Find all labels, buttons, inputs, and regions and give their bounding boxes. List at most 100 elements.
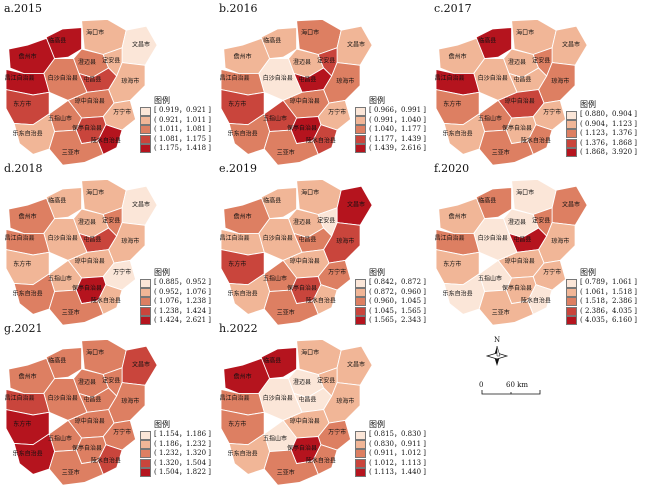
- county-label: 白沙自治县: [48, 394, 78, 402]
- county-region: [258, 218, 303, 261]
- scale-bar: [481, 390, 541, 395]
- map-panel: c.2017 临高县 海口市 儋州市 澄迈县 文昌市 定安县 屯昌县 琼海市 白沙自治县 昌江自治县…: [430, 0, 640, 166]
- county-label: 乐东自治县: [13, 130, 43, 138]
- legend-swatch: [566, 278, 577, 288]
- county-label: 五指山市: [263, 115, 287, 123]
- legend-entry: ( 0.960，1.045 ]: [355, 297, 427, 307]
- legend-range-label: ( 1.232，1.320 ]: [154, 449, 211, 458]
- county-label: 白沙自治县: [48, 74, 78, 82]
- county-label: 三亚市: [62, 148, 80, 156]
- county-label: 澄迈县: [293, 378, 311, 386]
- county-label: 白沙自治县: [478, 234, 508, 242]
- legend-swatch: [566, 297, 577, 307]
- county-label: 定安县: [532, 217, 550, 225]
- county-label: 三亚市: [277, 148, 295, 156]
- legend-entry: ( 1.061，1.518 ]: [566, 288, 638, 298]
- county-label: 定安县: [532, 57, 550, 65]
- county-region: [263, 129, 319, 166]
- county-label: 昌江自治县: [4, 74, 34, 82]
- county-label: 乐东自治县: [228, 130, 258, 138]
- legend-range-label: ( 1.186，1.232 ]: [154, 439, 211, 448]
- county-label: 临高县: [48, 196, 66, 204]
- county-label: 琼海市: [551, 77, 569, 85]
- county-label: 文昌市: [347, 200, 365, 208]
- county-label: 琼中自治县: [75, 257, 105, 265]
- legend-range-label: ( 1.011，1.081 ]: [154, 125, 211, 134]
- county-label: 琼中自治县: [505, 97, 535, 105]
- legend-entry: ( 0.952，1.076 ]: [140, 288, 212, 298]
- legend-range-label: [ 0.789，1.061 ]: [580, 278, 637, 287]
- county-label: 琼海市: [336, 237, 354, 245]
- county-region: [263, 289, 319, 326]
- county-label: 文昌市: [562, 200, 580, 208]
- county-label: 东方市: [443, 260, 461, 268]
- legend-swatch: [355, 125, 366, 135]
- county-label: 五指山市: [478, 275, 502, 283]
- county-label: 澄迈县: [293, 58, 311, 66]
- map-panel: f.2020 临高县 海口市 儋州市 澄迈县 文昌市 定安县 屯昌县 琼海市 白沙自治县 昌江自治县…: [430, 160, 640, 326]
- county-label: 保亭自治县: [72, 284, 102, 292]
- county-label: 海口市: [86, 188, 104, 196]
- legend-swatch: [140, 106, 151, 116]
- county-region: [473, 218, 518, 261]
- legend-range-label: ( 1.175，1.418 ]: [154, 144, 211, 153]
- legend-entry: ( 0.911，1.012 ]: [355, 449, 427, 459]
- legend-swatch: [355, 106, 366, 116]
- panel-title: a.2015: [4, 2, 43, 15]
- legend-swatch: [566, 148, 577, 158]
- county-label: 五指山市: [48, 115, 72, 123]
- legend-entry: ( 1.081，1.175 ]: [140, 135, 212, 144]
- legend-swatch: [140, 306, 151, 316]
- county-label: 琼中自治县: [290, 417, 320, 425]
- county-region: [48, 289, 104, 326]
- county-label: 澄迈县: [78, 58, 96, 66]
- county-label: 五指山市: [263, 435, 287, 443]
- county-label: 屯昌县: [83, 396, 101, 404]
- county-label: 昌江自治县: [219, 234, 249, 242]
- map-legend: 图例[ 0.919，0.921 ]( 0.921，1.011 ]( 1.011，…: [140, 96, 212, 154]
- county-region: [43, 378, 88, 421]
- county-label: 陵水自治县: [521, 296, 551, 304]
- county-label: 临高县: [478, 36, 496, 44]
- legend-title: 图例: [154, 268, 170, 277]
- map-panel: a.2015 临高县 海口市 儋州市 澄迈县 文昌市 定安县 屯昌县 琼海市 白沙自治县 昌江自治县…: [0, 0, 212, 166]
- county-label: 五指山市: [48, 435, 72, 443]
- county-label: 文昌市: [132, 40, 150, 48]
- legend-range-label: ( 1.376，1.868 ]: [580, 138, 637, 147]
- county-label: 保亭自治县: [287, 284, 317, 292]
- legend-swatch: [355, 134, 366, 144]
- county-label: 定安县: [317, 377, 335, 385]
- county-label: 三亚市: [277, 468, 295, 476]
- legend-swatch: [355, 144, 366, 154]
- county-label: 琼海市: [336, 77, 354, 85]
- legend-swatch: [140, 297, 151, 307]
- scale-start-label: 0: [479, 381, 484, 389]
- legend-range-label: ( 0.991，1.040 ]: [369, 115, 426, 124]
- county-label: 临高县: [48, 36, 66, 44]
- county-label: 儋州市: [19, 53, 37, 61]
- map-legend: 图例[ 0.966，0.991 ]( 0.991，1.040 ]( 1.040，…: [355, 96, 427, 154]
- legend-swatch: [140, 278, 151, 288]
- county-label: 儋州市: [19, 213, 37, 221]
- county-region: [43, 218, 88, 261]
- legend-range-label: ( 0.921，1.011 ]: [154, 115, 211, 124]
- county-label: 万宁市: [328, 428, 346, 436]
- legend-title: 图例: [580, 268, 596, 277]
- legend-range-label: ( 1.177，1.439 ]: [369, 134, 426, 143]
- county-label: 万宁市: [113, 108, 131, 116]
- county-label: 陵水自治县: [306, 296, 336, 304]
- county-label: 乐东自治县: [13, 450, 43, 458]
- county-label: 屯昌县: [298, 236, 316, 244]
- map-panel: e.2019 临高县 海口市 儋州市 澄迈县 文昌市 定安县 屯昌县 琼海市 白沙自治县 昌江自治县…: [215, 160, 427, 326]
- legend-entry: [ 0.966，0.991 ]: [355, 106, 427, 116]
- legend-swatch: [566, 316, 577, 326]
- county-label: 白沙自治县: [263, 394, 293, 402]
- legend-entry: ( 1.232，1.320 ]: [140, 449, 212, 459]
- legend-range-label: ( 1.565，2.343 ]: [369, 316, 426, 325]
- legend-entry: ( 1.045，1.565 ]: [355, 307, 427, 316]
- county-label: 乐东自治县: [228, 450, 258, 458]
- county-label: 昌江自治县: [219, 394, 249, 402]
- county-label: 保亭自治县: [502, 284, 532, 292]
- county-label: 东方市: [13, 260, 31, 268]
